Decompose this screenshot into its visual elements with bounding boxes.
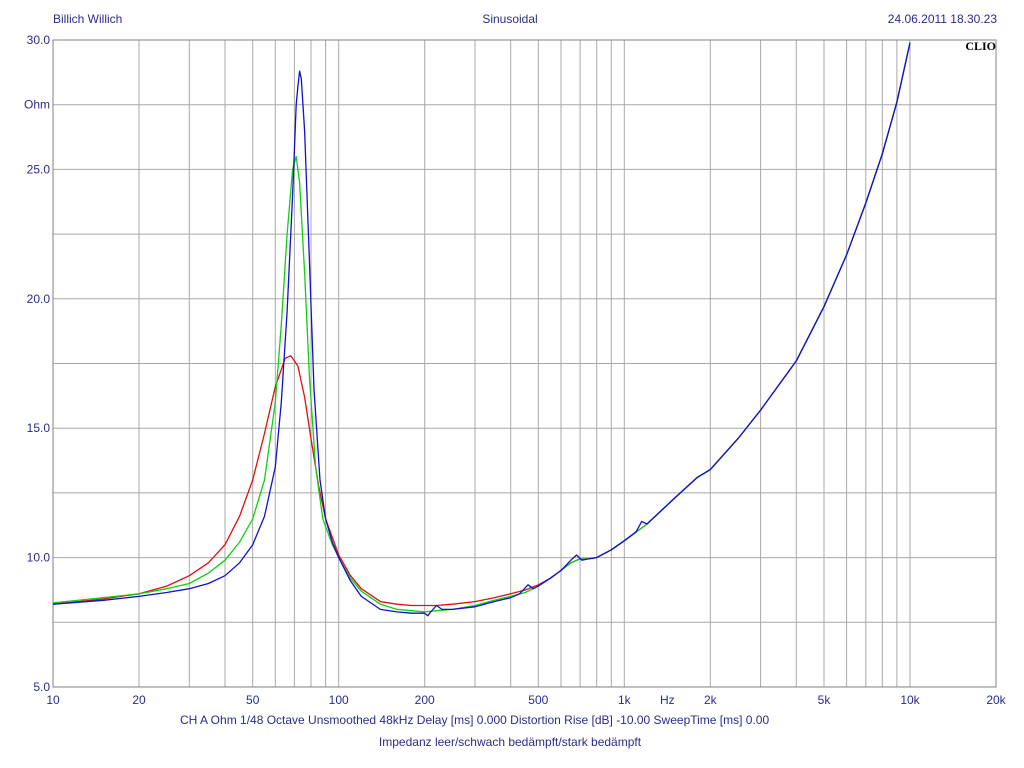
chart-frame [52,39,997,688]
y-tick-label: 30.0 [27,33,51,47]
x-tick-label: 10k [900,693,920,707]
y-tick-label: 20.0 [27,292,51,306]
measurement-settings: CH A Ohm 1/48 Octave Unsmoothed 48kHz De… [180,713,770,727]
chart-curves [52,42,911,617]
chart-labels: 10 20 50 100 200 500 1k 2k 5k 10k 20k Hz 5.0 10.0 15.0… [24,33,1007,707]
x-tick-label: 20k [986,693,1006,707]
x-tick-label: 200 [415,693,435,707]
x-tick-label: 100 [329,693,349,707]
chart-caption: Impedanz leer/schwach bedämpft/stark bed… [378,735,642,749]
header-left-text: Billich Willich [53,12,123,26]
header-date-text: 24.06.2011 18.30.23 [887,12,997,26]
y-tick-label: 25.0 [27,162,51,176]
clio-logo: CLIO [965,39,996,53]
y-tick-label: 10.0 [27,551,51,565]
x-tick-label: 1k [618,693,632,707]
impedance-curve-blue [52,42,911,617]
y-tick-label: 5.0 [33,680,50,694]
x-tick-label: 10 [46,693,60,707]
x-unit-label: Hz [660,693,675,707]
y-tick-label: 15.0 [27,421,51,435]
chart-grid [53,40,996,687]
impedance-curve-red [52,42,911,607]
x-tick-label: 50 [246,693,260,707]
x-tick-label: 5k [818,693,832,707]
x-tick-label: 500 [528,693,548,707]
x-tick-label: 2k [704,693,718,707]
header-center-text: Sinusoidal [482,12,538,26]
y-unit-label: Ohm [24,98,50,112]
impedance-curve-green [52,42,911,613]
x-tick-label: 20 [132,693,146,707]
